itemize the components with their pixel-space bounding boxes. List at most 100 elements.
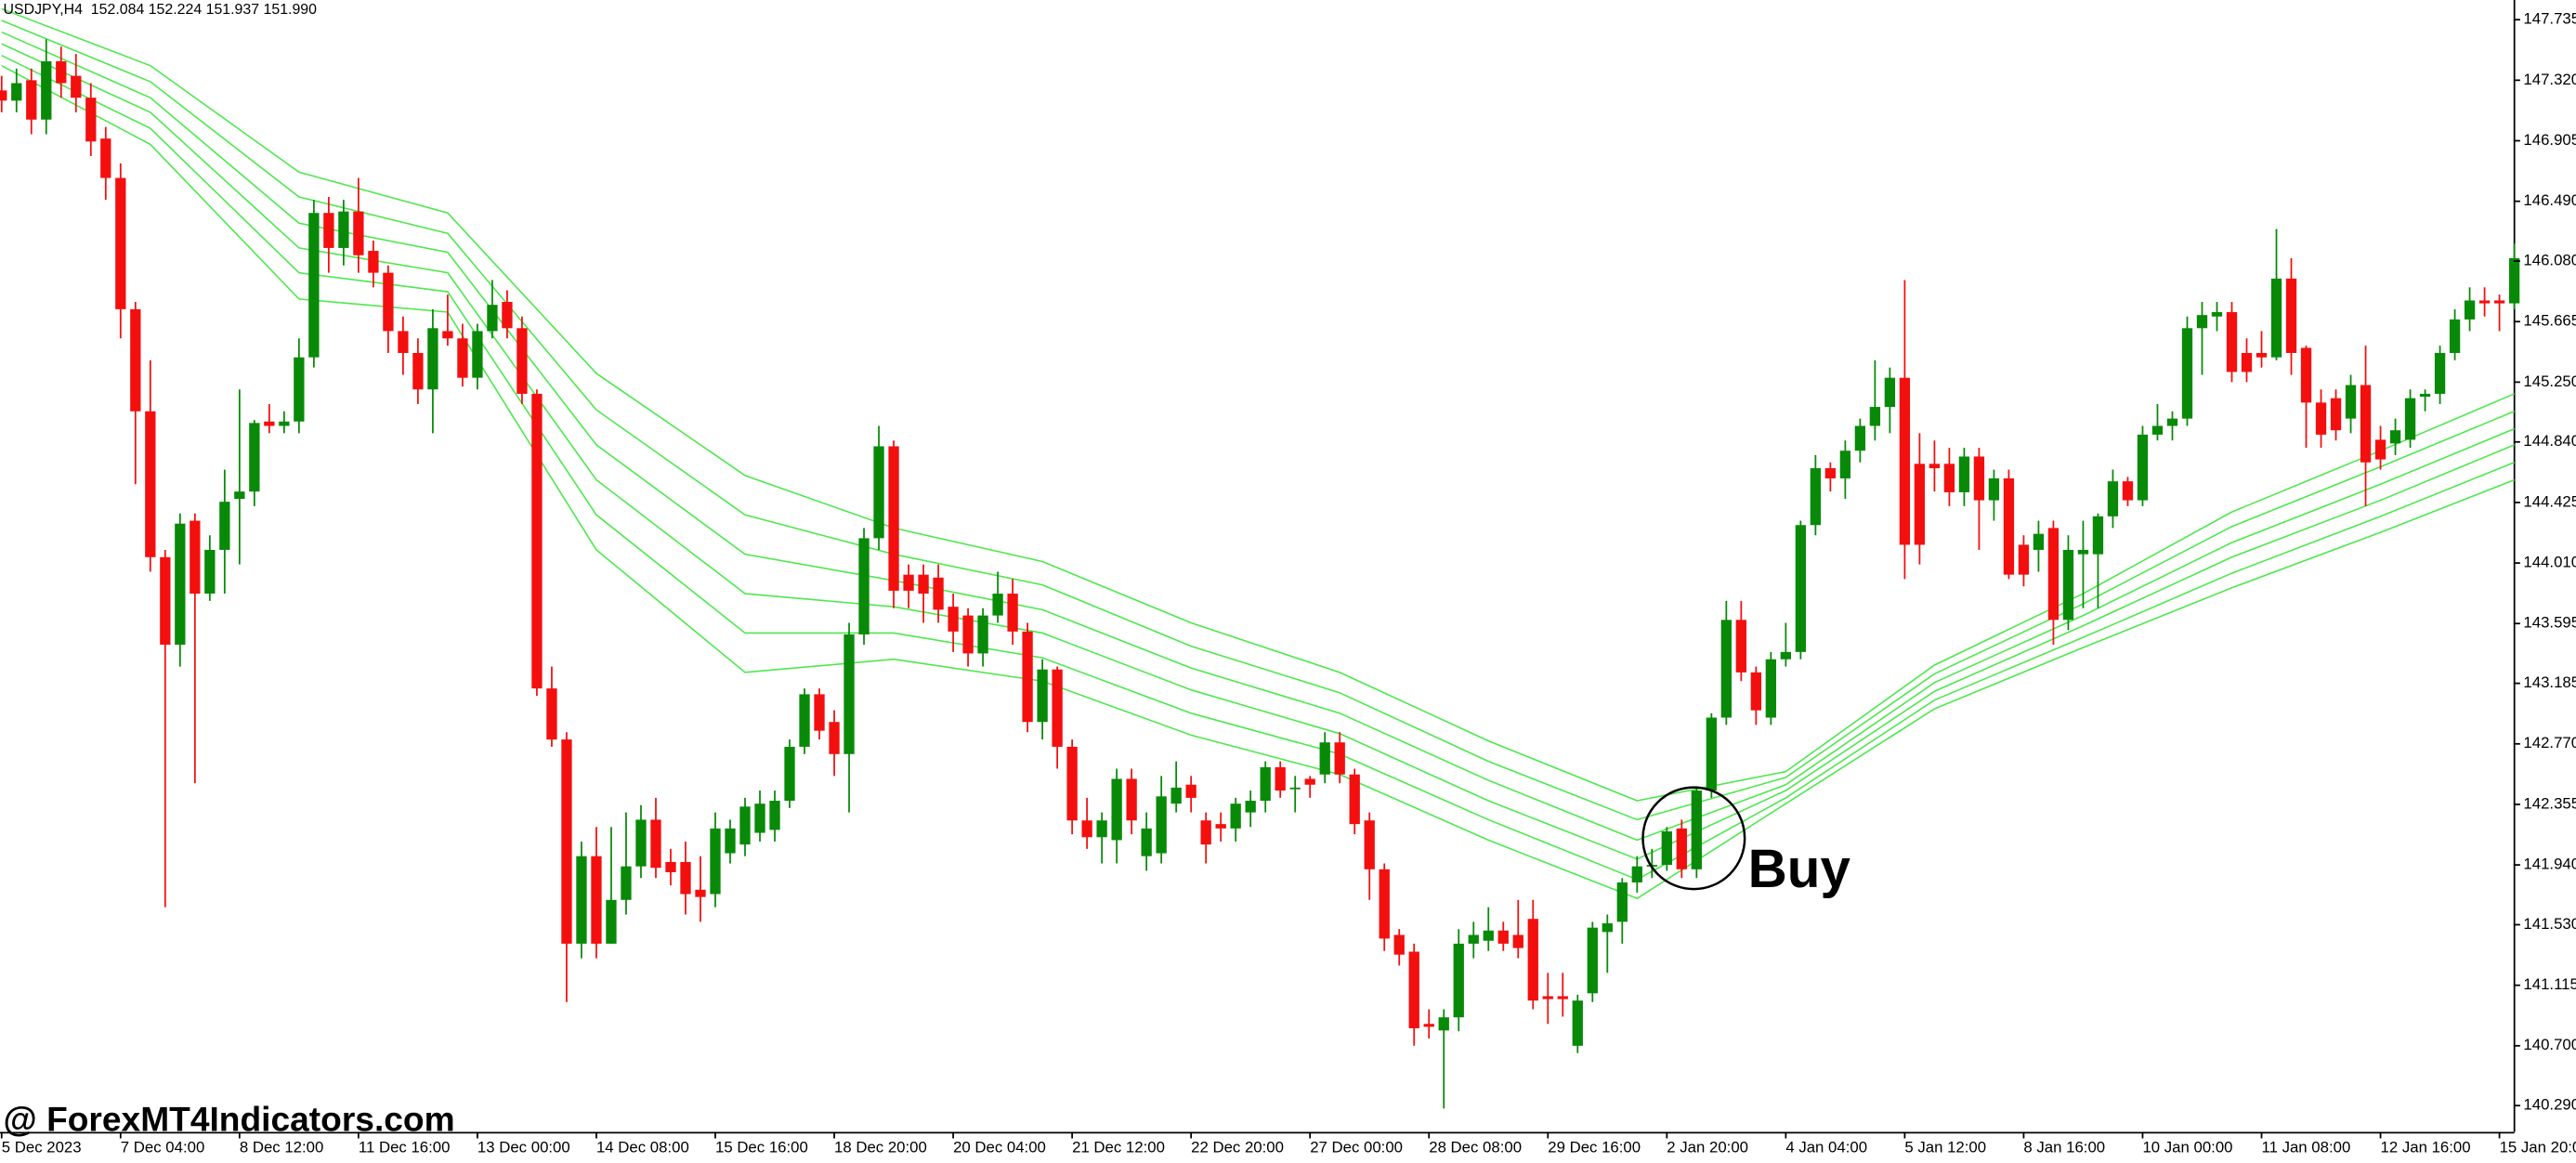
candle-body <box>145 411 156 557</box>
candle-body <box>204 549 216 595</box>
x-tick-label: 12 Jan 16:00 <box>2381 1139 2471 1156</box>
candle-body <box>383 272 394 332</box>
candle-body <box>398 331 409 353</box>
candle-body <box>1200 820 1211 845</box>
candle-body <box>933 577 944 610</box>
x-tick-label: 21 Dec 12:00 <box>1072 1139 1165 1156</box>
candle-body <box>130 308 141 412</box>
candle-body <box>1468 934 1479 944</box>
candle-body <box>546 688 557 740</box>
candle-body <box>517 328 528 394</box>
candle-body <box>1958 456 1970 492</box>
candle-body <box>100 138 111 178</box>
candle-body <box>1750 672 1762 711</box>
candle-body <box>1111 778 1122 841</box>
candle-body <box>71 75 82 98</box>
candle-body <box>754 804 765 833</box>
x-tick-label: 15 Dec 16:00 <box>715 1139 808 1156</box>
candle-body <box>1943 464 1955 492</box>
candle-body <box>2018 544 2030 575</box>
candle-body <box>1319 742 1330 775</box>
y-tick-label: 142.355 <box>2523 794 2576 812</box>
candle-body <box>829 722 840 754</box>
x-tick-label: 2 Jan 20:00 <box>1667 1139 1748 1156</box>
candle-body <box>1572 1000 1583 1046</box>
x-tick-label: 11 Jan 08:00 <box>2262 1139 2351 1156</box>
candle-body <box>1438 1017 1449 1031</box>
candle-body <box>1260 766 1271 802</box>
candle-body <box>323 213 334 248</box>
candle-body <box>606 899 617 944</box>
y-tick-label: 146.080 <box>2523 252 2576 269</box>
x-tick-label: 5 Dec 2023 <box>2 1139 82 1156</box>
buy-annotation: Buy <box>1748 839 1851 899</box>
candle-body <box>1393 934 1405 955</box>
y-tick-label: 143.185 <box>2523 673 2576 691</box>
candle-body <box>1245 801 1256 813</box>
candle-body <box>1334 742 1345 775</box>
y-tick-label: 141.530 <box>2523 915 2576 933</box>
candle-body <box>948 607 959 632</box>
candle-body <box>2478 300 2491 304</box>
candle-body <box>1691 791 1702 869</box>
candle-body <box>784 746 795 802</box>
candle-body <box>2434 352 2446 394</box>
moving-average-line <box>1 43 2515 860</box>
candle-body <box>531 393 543 689</box>
candle-body <box>2270 278 2282 358</box>
x-tick-label: 15 Jan 20:00 <box>2500 1139 2576 1156</box>
y-tick-label: 146.490 <box>2523 191 2576 209</box>
candle-body <box>739 806 751 845</box>
candle-body <box>1066 746 1078 821</box>
y-tick-label: 141.940 <box>2523 856 2576 873</box>
plot-area <box>0 7 2520 1109</box>
candle-body <box>2360 385 2372 463</box>
moving-average-line <box>1 20 2515 821</box>
candle-body <box>457 338 468 378</box>
candle-body <box>1720 620 1732 718</box>
y-tick-label: 140.290 <box>2523 1096 2576 1114</box>
candle-body <box>888 446 899 591</box>
candle-body <box>160 556 171 646</box>
x-tick-label: 11 Dec 16:00 <box>359 1139 451 1156</box>
y-tick-label: 141.115 <box>2523 975 2576 993</box>
candle-body <box>992 594 1003 616</box>
candle-body <box>799 694 810 747</box>
candle-body <box>1914 464 1926 545</box>
candle-body <box>2033 533 2045 550</box>
candle-body <box>2003 478 2015 575</box>
candle-body <box>11 83 22 101</box>
candle-body <box>175 523 186 646</box>
candle-body <box>85 98 97 142</box>
candle-body <box>2300 347 2312 403</box>
candle-body <box>2047 528 2059 621</box>
moving-average-line <box>1 31 2515 842</box>
candle-body <box>2226 312 2238 372</box>
candle-body <box>1780 651 1792 660</box>
x-tick-label: 4 Jan 04:00 <box>1785 1139 1867 1156</box>
y-tick-label: 144.010 <box>2523 554 2576 571</box>
candle-body <box>1230 804 1241 829</box>
candle-body <box>2419 393 2431 398</box>
candle-body <box>1824 468 1837 479</box>
candle-body <box>308 213 320 358</box>
candle-body <box>2181 328 2193 419</box>
candle-body <box>1587 927 1598 994</box>
x-tick-label: 10 Jan 00:00 <box>2142 1139 2232 1156</box>
candle-body <box>1810 468 1822 526</box>
candle-body <box>1765 659 1777 718</box>
x-tick-label: 8 Dec 12:00 <box>240 1139 323 1156</box>
x-tick-label: 7 Dec 04:00 <box>121 1139 204 1156</box>
candle-body <box>1602 922 1613 933</box>
candle-body <box>903 574 914 591</box>
candle-body <box>1557 996 1568 1000</box>
candle-body <box>1022 631 1033 723</box>
y-tick-label: 142.770 <box>2523 734 2576 751</box>
y-tick-label: 147.735 <box>2523 10 2576 28</box>
candle-body <box>0 90 7 101</box>
x-tick-label: 18 Dec 20:00 <box>834 1139 927 1156</box>
candle-body <box>1735 620 1746 673</box>
candle-body <box>115 177 126 309</box>
candle-body <box>412 352 424 390</box>
